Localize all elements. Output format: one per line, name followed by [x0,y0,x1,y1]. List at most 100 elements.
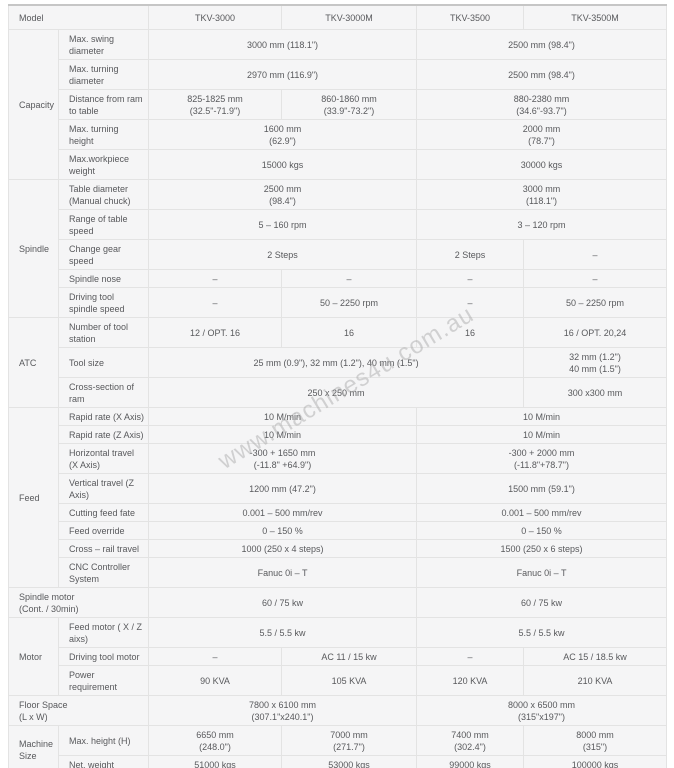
row-table-diameter: Spindle Table diameter (Manual chuck) 25… [8,179,668,318]
col-header-tkv-3000: TKV-3000 [148,4,283,30]
col-header-tkv-3500m: TKV-3500M [523,4,668,30]
spec-label: Rapid rate (Z Axis) [57,425,150,444]
spec-label: Distance from ram to table [57,89,150,120]
spec-label: Cutting feed fate [57,503,150,522]
spec-value: 10 M/min [416,407,668,426]
spec-value: 120 KVA [416,665,525,696]
spec-label: Tool size [57,347,150,378]
col-header-tkv-3500: TKV-3500 [416,4,525,30]
spec-value: 16 [281,317,418,348]
section-label-capacity: Capacity [8,29,59,180]
row-max-turning-diameter: Max. turning diameter 2970 mm (116.9") 2… [9,59,668,90]
row-driving-tool-spindle-speed: Driving tool spindle speed – 50 – 2250 r… [9,287,668,318]
spec-label: Cross – rail travel [57,539,150,558]
spec-value: – [148,269,283,288]
spec-value: 3000 mm (118.1") [148,29,418,60]
spec-value: – [416,287,525,318]
row-max-swing-diameter: Capacity Max. swing diameter 3000 mm (11… [8,29,668,180]
spec-value: 25 mm (0.9"), 32 mm (1.2"), 40 mm (1.5") [148,347,525,378]
row-driving-tool-motor: Driving tool motor – AC 11 / 15 kw – AC … [9,647,668,666]
spec-label: Max.workpiece weight [57,149,150,180]
spec-label: Max. turning diameter [57,59,150,90]
spec-value: 1500 (250 x 6 steps) [416,539,668,558]
spec-table: Model TKV-3000 TKV-3000M TKV-3500 TKV-35… [7,4,668,768]
spec-value: 10 M/min [416,425,668,444]
row-change-gear-speed: Change gear speed 2 Steps 2 Steps – [9,239,668,270]
row-max-height: Machine Size Max. height (H) 6650 mm (24… [8,725,668,768]
spec-value: 3 – 120 rpm [416,209,668,240]
spec-value: – [281,269,418,288]
row-tool-size: Tool size 25 mm (0.9"), 32 mm (1.2"), 40… [9,347,668,378]
spec-value: 30000 kgs [416,149,668,180]
spec-value: AC 11 / 15 kw [281,647,418,666]
section-label-feed: Feed [8,407,59,588]
spec-value: 3000 mm (118.1") [416,179,668,210]
spec-label: Horizontal travel (X Axis) [57,443,150,474]
spec-label: Change gear speed [57,239,150,270]
spec-value: 1600 mm (62.9") [148,119,418,150]
spec-value: 60 / 75 kw [416,587,668,618]
spec-value: 15000 kgs [148,149,418,180]
row-cutting-feed-rate: Cutting feed fate 0.001 – 500 mm/rev 0.0… [9,503,668,522]
row-max-workpiece-weight: Max.workpiece weight 15000 kgs 30000 kgs [9,149,668,180]
spec-value: -300 + 2000 mm (-11.8"+78.7") [416,443,668,474]
spec-value: 6650 mm (248.0") [148,725,283,756]
spec-value: Fanuc 0i – T [416,557,668,588]
spec-label: Power requirement [57,665,150,696]
spec-label: Max. swing diameter [57,29,150,60]
spec-value: 250 x 250 mm [148,377,525,408]
spec-value: 2970 mm (116.9") [148,59,418,90]
row-net-weight: Net. weight 51000 kgs 53000 kgs 99000 kg… [9,755,668,768]
row-cross-rail-travel: Cross – rail travel 1000 (250 x 4 steps)… [9,539,668,558]
spec-value: 100000 kgs [523,755,668,768]
spec-value: 0.001 – 500 mm/rev [148,503,418,522]
spec-value: AC 15 / 18.5 kw [523,647,668,666]
spec-value: 16 / OPT. 20,24 [523,317,668,348]
row-vertical-travel: Vertical travel (Z Axis) 1200 mm (47.2")… [9,473,668,504]
row-spindle-nose: Spindle nose – – – – [9,269,668,288]
section-label-machine-size: Machine Size [8,725,59,768]
col-header-tkv-3000m: TKV-3000M [281,4,418,30]
spec-label: Feed motor ( X / Z aixs) [57,617,150,648]
spec-value: 105 KVA [281,665,418,696]
spec-value: 16 [416,317,525,348]
spec-value: 1500 mm (59.1") [416,473,668,504]
row-rapid-rate-x: Feed Rapid rate (X Axis) 10 M/min 10 M/m… [8,407,668,588]
spec-label: Feed override [57,521,150,540]
spec-label: Rapid rate (X Axis) [57,407,150,426]
spec-value: – [523,239,668,270]
spec-value: 5.5 / 5.5 kw [148,617,418,648]
model-header-cell: Model [7,4,150,30]
spec-label: Spindle nose [57,269,150,288]
row-range-table-speed: Range of table speed 5 – 160 rpm 3 – 120… [9,209,668,240]
spec-label: Floor Space (L x W) [7,695,150,726]
spec-value: 50 – 2250 rpm [281,287,418,318]
spec-label: CNC Controller System [57,557,150,588]
spec-value: 53000 kgs [281,755,418,768]
spec-value: 2500 mm (98.4") [148,179,418,210]
spec-value: 99000 kgs [416,755,525,768]
spec-value: – [416,647,525,666]
spec-value: 1200 mm (47.2") [148,473,418,504]
spec-value: – [148,287,283,318]
row-max-turning-height: Max. turning height 1600 mm (62.9") 2000… [9,119,668,150]
row-distance-ram-table: Distance from ram to table 825-1825 mm (… [9,89,668,120]
spec-value: 7800 x 6100 mm (307.1"x240.1") [148,695,418,726]
header-row: Model TKV-3000 TKV-3000M TKV-3500 TKV-35… [7,4,668,30]
spec-value: 2500 mm (98.4") [416,59,668,90]
spec-value: 0 – 150 % [416,521,668,540]
spec-value: 2 Steps [148,239,418,270]
spec-value: 10 M/min [148,407,418,426]
spec-label: Max. turning height [57,119,150,150]
spec-value: 51000 kgs [148,755,283,768]
row-feed-override: Feed override 0 – 150 % 0 – 150 % [9,521,668,540]
spec-label: Max. height (H) [57,725,150,756]
spec-value: -300 + 1650 mm (-11.8" +64.9") [148,443,418,474]
row-spindle-motor: Spindle motor (Cont. / 30min) 60 / 75 kw… [7,587,668,618]
spec-value: 0 – 150 % [148,521,418,540]
section-label-motor: Motor [8,617,59,696]
spec-value: 5.5 / 5.5 kw [416,617,668,648]
spec-value: 210 KVA [523,665,668,696]
spec-value: 50 – 2250 rpm [523,287,668,318]
spec-value: 32 mm (1.2") 40 mm (1.5") [523,347,668,378]
